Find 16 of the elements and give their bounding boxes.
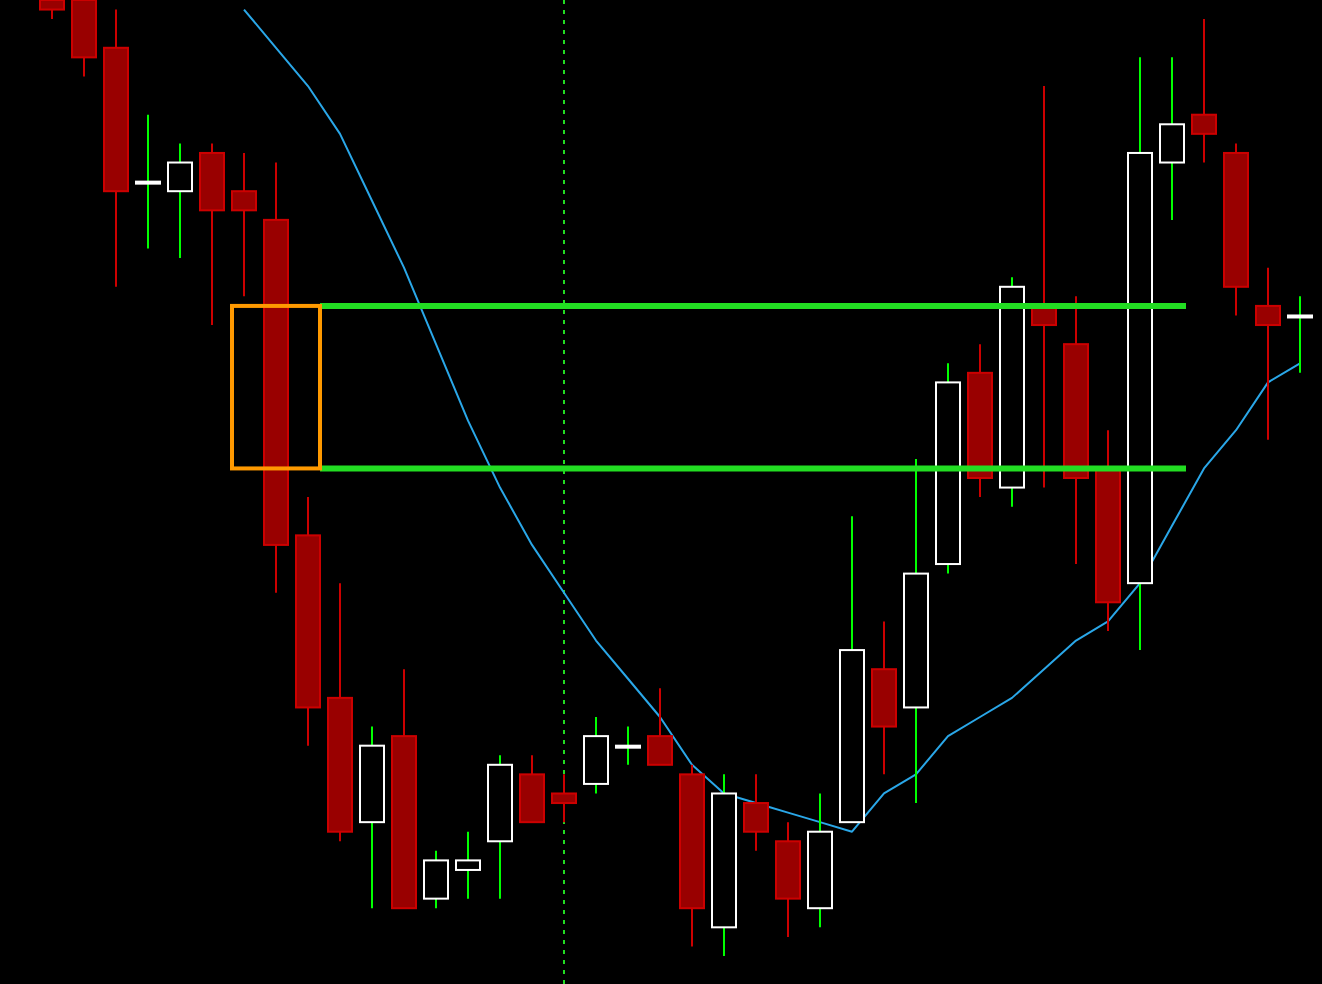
- candlestick: [39, 0, 65, 21]
- candlestick: [231, 151, 257, 298]
- candlestick: [167, 142, 193, 260]
- candlestick: [135, 113, 161, 250]
- candlestick: [551, 773, 577, 824]
- candlestick: [455, 830, 481, 900]
- candlestick: [647, 687, 673, 766]
- candlestick: [423, 849, 449, 910]
- candlestick: [1255, 266, 1281, 441]
- candlestick: [615, 725, 641, 766]
- candlestick: [1191, 18, 1217, 164]
- candlestick: [1287, 295, 1313, 374]
- candlestick: [743, 773, 769, 852]
- candlestick: [583, 716, 609, 795]
- candlestick: [1159, 56, 1185, 221]
- candlestick: [519, 754, 545, 824]
